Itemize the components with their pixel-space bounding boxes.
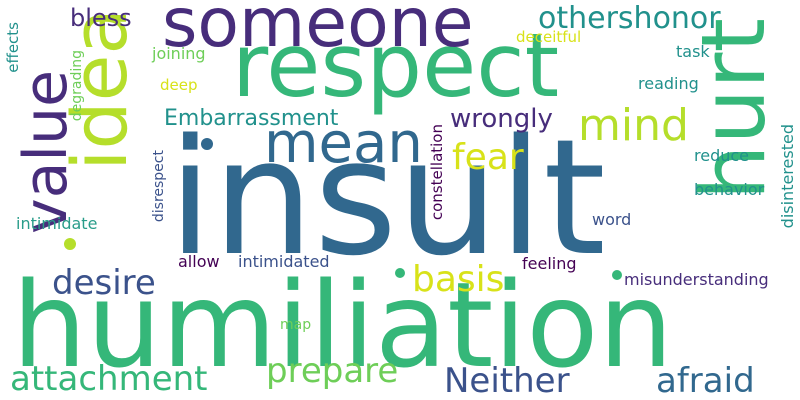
word-value: value — [11, 70, 81, 234]
word-respect: respect — [232, 14, 560, 117]
word-behavior: behavior — [694, 180, 765, 199]
word-attachment: attachment — [10, 359, 208, 399]
dot-3 — [201, 138, 213, 150]
word-prepare: prepare — [266, 351, 399, 391]
word-misunderstanding: misunderstanding — [624, 270, 769, 289]
word-task: task — [676, 42, 710, 61]
word-allow: allow — [178, 252, 220, 271]
word-mind: mind — [578, 100, 689, 151]
word-mean: mean — [264, 111, 423, 176]
word-fear: fear — [452, 137, 524, 178]
word-othershonor: othershonor — [538, 1, 721, 36]
word-insult: insult — [168, 104, 606, 291]
word-embarrassment: Embarrassment — [164, 106, 339, 131]
dot-1 — [395, 268, 405, 278]
word-afraid: afraid — [656, 361, 755, 400]
word-neither: Neither — [444, 361, 570, 400]
word-effects: effects — [4, 22, 22, 73]
word-deep: deep — [160, 76, 198, 94]
word-degrading: degrading — [69, 50, 85, 122]
dot-2 — [612, 270, 622, 280]
word-bless: bless — [70, 4, 132, 32]
word-disinterested: disinterested — [778, 124, 797, 229]
word-humiliation: humiliation — [12, 256, 674, 394]
word-intimidate: intimidate — [16, 214, 98, 233]
word-word: word — [592, 210, 632, 229]
word-reading: reading — [638, 74, 699, 93]
dot-4 — [64, 238, 76, 250]
word-constellation: constellation — [428, 124, 446, 221]
word-map: map — [280, 317, 312, 333]
word-disrespect: disrespect — [151, 150, 167, 223]
word-basis: basis — [412, 259, 505, 300]
word-deceitful: deceitful — [516, 28, 582, 46]
word-desire: desire — [52, 263, 156, 303]
word-wrongly: wrongly — [450, 104, 553, 134]
word-someone: someone — [162, 0, 474, 63]
word-reduce: reduce — [694, 146, 750, 165]
word-intimidated: intimidated — [238, 252, 330, 271]
word-feeling: feeling — [522, 254, 577, 273]
word-joining: joining — [152, 44, 206, 63]
